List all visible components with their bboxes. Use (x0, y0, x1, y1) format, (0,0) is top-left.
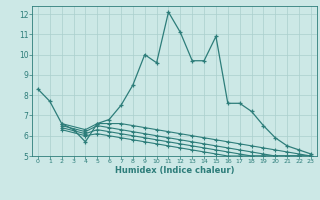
X-axis label: Humidex (Indice chaleur): Humidex (Indice chaleur) (115, 166, 234, 175)
